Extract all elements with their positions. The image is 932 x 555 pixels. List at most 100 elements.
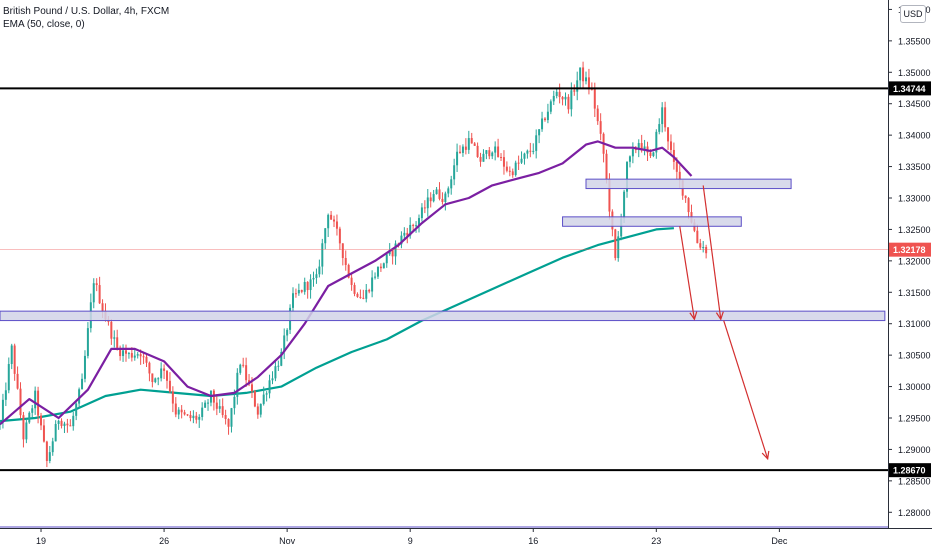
candle-body — [585, 77, 587, 82]
level-price-tag — [889, 81, 931, 96]
y-tick-label: 1.30500 — [898, 351, 931, 361]
candle-body — [546, 111, 549, 121]
y-tick-label: 1.32000 — [898, 256, 931, 266]
current-price-tag — [889, 242, 931, 257]
candle-body — [133, 355, 136, 358]
projection-arrow-head — [761, 450, 770, 461]
candle-body — [13, 345, 16, 374]
candle-body — [215, 402, 218, 409]
candle-body — [614, 229, 617, 259]
candle-body — [277, 365, 280, 367]
candle-body — [110, 321, 113, 339]
candle-body — [420, 207, 423, 219]
sr-zone — [562, 216, 742, 227]
candle-body — [368, 289, 371, 292]
candle-body — [353, 284, 356, 294]
candle-body — [576, 80, 579, 92]
candle-body — [227, 418, 230, 427]
y-tick-label: 1.28500 — [898, 476, 931, 486]
projection-arrow-head — [715, 311, 724, 321]
candle-body — [92, 283, 95, 303]
y-tick-label: 1.29500 — [898, 414, 931, 424]
candle-body — [154, 378, 157, 383]
zones-layer — [0, 178, 886, 322]
candles-layer — [0, 61, 708, 468]
candle-body — [687, 198, 690, 213]
candle-body — [22, 415, 25, 440]
y-tick-label: 1.31000 — [898, 319, 931, 329]
candle-body — [558, 91, 561, 98]
candle-body — [658, 124, 661, 132]
candle-body — [136, 354, 139, 356]
candle-body — [570, 90, 573, 110]
candle-body — [535, 135, 538, 151]
candle-body — [63, 423, 66, 426]
currency-button[interactable]: USD — [900, 5, 926, 23]
candle-body — [51, 441, 54, 453]
candle-body — [259, 403, 262, 415]
candle-body — [543, 118, 546, 121]
x-tick-label: 16 — [528, 536, 538, 546]
candle-body — [406, 232, 409, 236]
candle-body — [292, 293, 294, 308]
candle-body — [482, 153, 485, 162]
ema-long-layer — [0, 227, 674, 423]
candle-body — [207, 402, 210, 404]
candle-body — [338, 228, 341, 244]
candle-body — [186, 414, 189, 416]
candle-body — [183, 412, 186, 415]
y-tick-label: 1.35500 — [898, 36, 931, 46]
candle-body — [459, 151, 462, 153]
candle-body — [435, 189, 438, 195]
candle-body — [579, 67, 582, 81]
candle-body — [324, 228, 327, 244]
candle-body — [538, 129, 541, 136]
y-tick-label: 1.32500 — [898, 225, 931, 235]
candle-body — [456, 151, 459, 166]
y-tick-label: 1.33500 — [898, 162, 931, 172]
candle-body — [552, 95, 555, 102]
candle-body — [494, 146, 497, 153]
candle-body — [335, 221, 338, 229]
candle-body — [678, 171, 681, 181]
candle-body — [116, 337, 119, 348]
candle-body — [664, 107, 667, 128]
candle-body — [86, 328, 89, 356]
candle-body — [224, 415, 227, 419]
candle-body — [702, 247, 705, 249]
candle-body — [593, 88, 596, 109]
candle-body — [467, 138, 470, 150]
candle-body — [605, 153, 608, 180]
candle-body — [634, 149, 637, 151]
chart-legend: British Pound / U.S. Dollar, 4h, FXCM EM… — [3, 5, 169, 31]
y-tick-label: 1.34500 — [898, 99, 931, 109]
candle-body — [409, 224, 412, 236]
candle-body — [438, 189, 441, 199]
candle-body — [347, 264, 350, 278]
candle-body — [19, 388, 22, 416]
candle-body — [297, 290, 300, 294]
candle-body — [376, 266, 379, 277]
candle-body — [400, 235, 403, 245]
candle-body — [236, 372, 239, 397]
levels-layer — [0, 87, 888, 528]
candle-body — [620, 218, 623, 237]
candle-body — [75, 403, 78, 416]
candle-body — [124, 350, 127, 354]
candle-body — [4, 390, 7, 400]
candle-body — [122, 350, 125, 357]
candle-body — [303, 282, 306, 292]
candle-body — [78, 389, 81, 404]
candle-body — [160, 368, 163, 379]
arrows-layer — [679, 185, 770, 461]
candle-body — [631, 149, 634, 157]
y-tick-label: 1.35000 — [898, 68, 931, 78]
candle-body — [617, 236, 620, 259]
candle-body — [485, 150, 488, 154]
candle-body — [608, 179, 611, 212]
candle-body — [145, 356, 148, 363]
candle-body — [48, 452, 51, 461]
candle-body — [365, 289, 368, 299]
candle-body — [497, 146, 500, 158]
